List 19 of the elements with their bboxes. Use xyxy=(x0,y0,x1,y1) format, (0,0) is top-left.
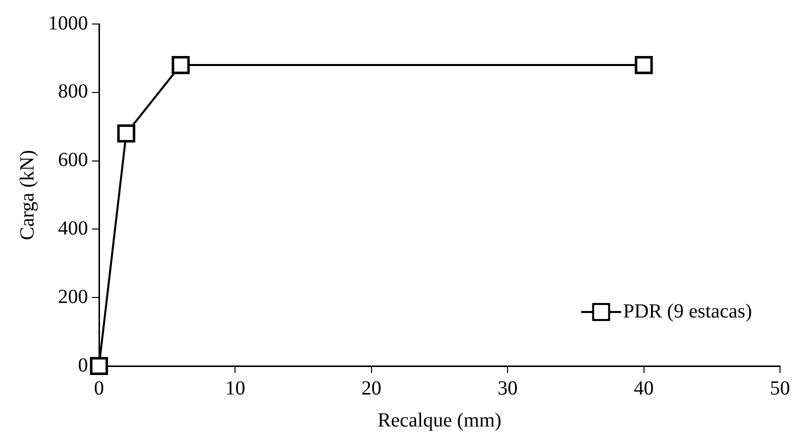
x-tick-label: 10 xyxy=(225,377,246,400)
x-tick-label: 0 xyxy=(94,377,104,400)
x-tick-label: 20 xyxy=(361,377,382,400)
x-tick-label: 50 xyxy=(770,377,790,400)
point xyxy=(634,56,653,74)
legend-label: PDR (9 estacas) xyxy=(623,300,752,322)
y-tick-label: 800 xyxy=(58,80,88,103)
x-tick-label: 30 xyxy=(498,377,518,400)
y-tick-label: 400 xyxy=(58,217,88,240)
y-tick-label: 0 xyxy=(78,354,88,376)
y-tick-label: 200 xyxy=(58,286,88,308)
x-tick-label: 40 xyxy=(634,377,654,400)
x-axis-title: Recalque (mm) xyxy=(378,409,502,432)
y-tick-label: 1000 xyxy=(48,12,88,34)
y-axis-title: Carga (kN) xyxy=(16,150,38,240)
point xyxy=(172,56,190,74)
point xyxy=(90,356,108,376)
point xyxy=(117,124,136,142)
y-tick-label: 600 xyxy=(58,149,88,172)
